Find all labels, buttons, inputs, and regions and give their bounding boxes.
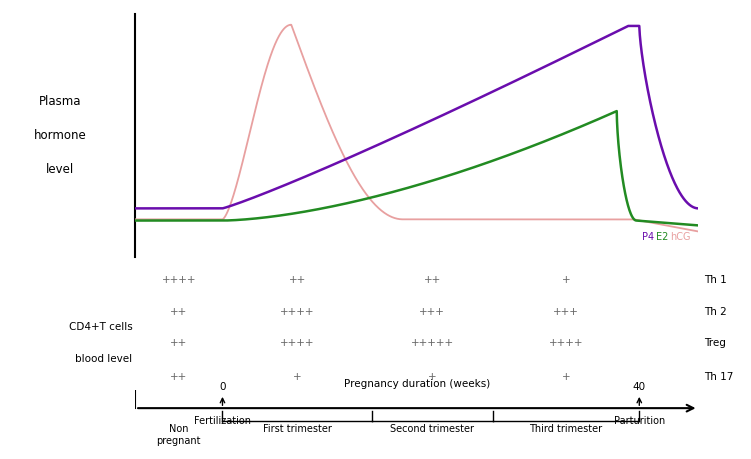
Text: Th 2: Th 2 <box>704 307 727 317</box>
Text: Th 1: Th 1 <box>704 275 727 285</box>
Text: First trimester: First trimester <box>263 424 331 434</box>
Text: ++++: ++++ <box>161 275 196 285</box>
Text: P4: P4 <box>642 232 654 242</box>
Text: E2: E2 <box>656 232 668 242</box>
Text: Pregnancy duration (weeks): Pregnancy duration (weeks) <box>344 379 490 389</box>
Text: 40: 40 <box>633 382 646 392</box>
Text: Third trimester: Third trimester <box>529 424 602 434</box>
Text: ++: ++ <box>170 338 188 348</box>
Text: +: + <box>293 372 301 382</box>
Text: CD4+T cells: CD4+T cells <box>68 322 132 332</box>
Text: 0: 0 <box>219 382 226 392</box>
Text: ++: ++ <box>288 275 306 285</box>
Text: ++++: ++++ <box>280 338 315 348</box>
Text: ++++: ++++ <box>280 307 315 317</box>
Text: +: + <box>562 372 570 382</box>
Text: hCG: hCG <box>671 232 691 242</box>
Text: ++: ++ <box>170 372 188 382</box>
Text: ++: ++ <box>170 307 188 317</box>
Text: Parturition: Parturition <box>614 416 665 426</box>
Text: Plasma

hormone

level: Plasma hormone level <box>34 95 86 176</box>
Text: +++: +++ <box>553 307 579 317</box>
Text: ++: ++ <box>424 275 441 285</box>
Text: Non
pregnant: Non pregnant <box>156 424 201 446</box>
Text: blood level: blood level <box>75 354 132 364</box>
Text: Second trimester: Second trimester <box>391 424 475 434</box>
Text: Th 17: Th 17 <box>704 372 734 382</box>
Text: +: + <box>428 372 436 382</box>
Text: +++: +++ <box>419 307 445 317</box>
Text: Fertilization: Fertilization <box>194 416 251 426</box>
Text: ++++: ++++ <box>549 338 584 348</box>
Text: +: + <box>562 275 570 285</box>
Text: +++++: +++++ <box>411 338 454 348</box>
Text: Treg: Treg <box>704 338 726 348</box>
